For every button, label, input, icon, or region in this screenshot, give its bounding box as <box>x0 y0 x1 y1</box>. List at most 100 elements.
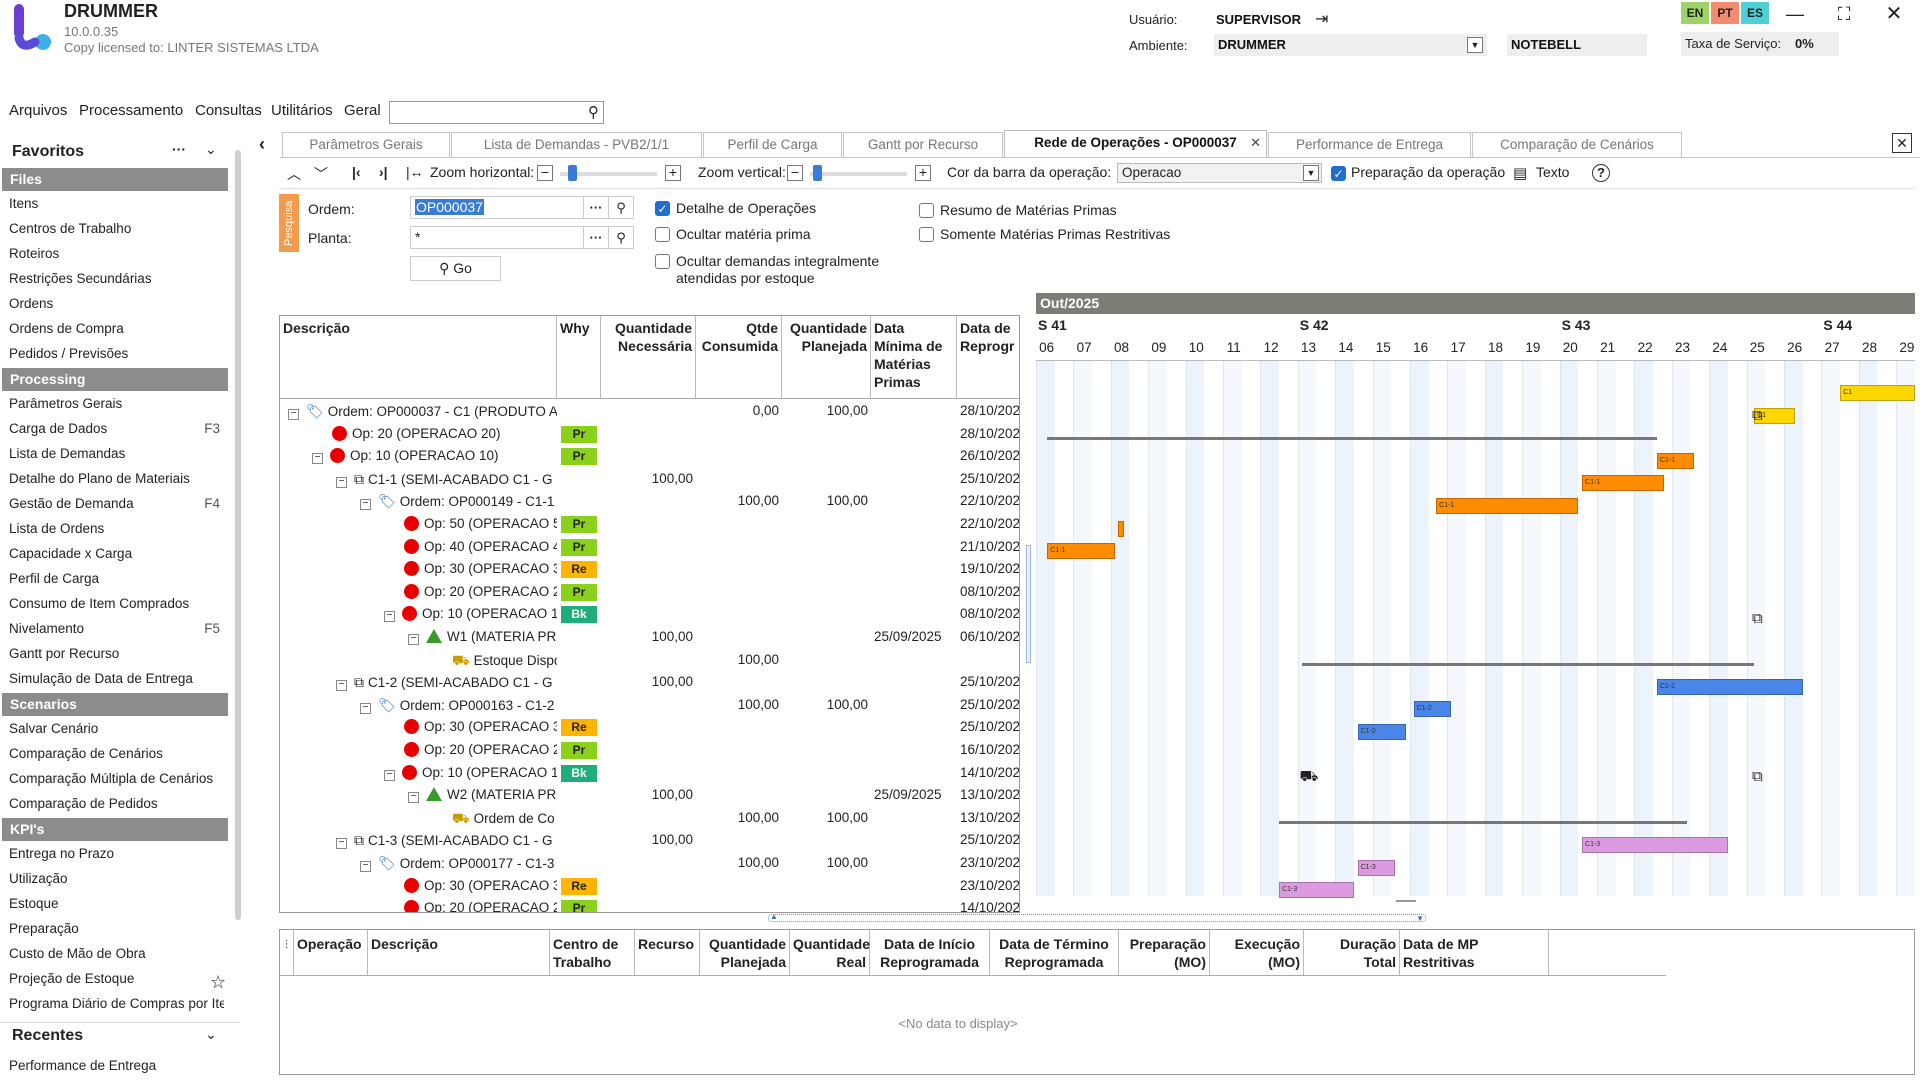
section-scenarios[interactable]: Scenarios <box>2 693 228 716</box>
gantt-scroll-grip[interactable] <box>1396 900 1416 902</box>
col-header-descricao[interactable]: Descrição <box>368 930 550 975</box>
network-icon[interactable]: ⧉ <box>1751 610 1763 627</box>
table-row[interactable]: − Op: 10 (OPERACAO 10) Pr 26/10/202 <box>280 445 1019 468</box>
go-button[interactable]: ⚲ Go <box>410 256 501 281</box>
plant-input[interactable]: * <box>410 226 585 249</box>
sidebar-item-restricoes-secundarias[interactable]: Restrições Secundárias <box>9 268 224 290</box>
gantt-bar[interactable]: C1-3 <box>1279 882 1354 899</box>
table-row[interactable]: − 🏷 Ordem: OP000149 - C1-1 100,00 100,00 22/1… <box>280 490 1019 513</box>
sidebar-item-gestao-de-demanda[interactable]: Gestão de Demanda F4 <box>9 493 224 515</box>
menu-geral[interactable]: Geral <box>344 102 381 119</box>
hide-demands-checkbox[interactable] <box>655 254 670 269</box>
table-row[interactable]: ⛟ Estoque Dispo 100,00 <box>280 649 1019 672</box>
gantt-bar[interactable]: C1-1 <box>1656 452 1695 469</box>
table-row[interactable]: − Op: 10 (OPERACAO 1 Bk 08/10/202 <box>280 603 1019 626</box>
tab-rede-de-operacoes-op000037[interactable]: Rede de Operações - OP000037 ✕ <box>1004 130 1267 157</box>
table-row[interactable]: Op: 30 (OPERACAO 3 Re 19/10/202 <box>280 558 1019 581</box>
sidebar-item-simulacao-de-data-de-entrega[interactable]: Simulação de Data de Entrega <box>9 668 224 690</box>
why-badge[interactable]: Pr <box>561 516 597 533</box>
sidebar-item-entrega-no-prazo[interactable]: Entrega no Prazo <box>9 843 224 865</box>
table-row[interactable]: Op: 20 (OPERACAO 20) Pr 28/10/202 <box>280 423 1019 446</box>
sidebar-item-utilizacao[interactable]: Utilização <box>9 868 224 890</box>
table-row[interactable]: − W2 (MATERIA PR 100,00 25/09/2025 13/10/202 <box>280 784 1019 807</box>
col-header-qtde-consumida[interactable]: Qtde Consumida <box>696 316 782 398</box>
why-badge[interactable]: Pr <box>561 900 597 912</box>
col-header-centro-de-trabalho[interactable]: Centro de Trabalho <box>550 930 635 975</box>
operations-tree-grid[interactable]: Descrição Why Quantidade Necessária Qtde Co… <box>279 315 1020 913</box>
gantt-bar[interactable]: C1-1 <box>1582 475 1665 492</box>
last-icon[interactable]: ›| <box>379 164 388 180</box>
sidebar-item-ordens-de-compra[interactable]: Ordens de Compra <box>9 318 224 340</box>
gantt-bar[interactable] <box>1118 520 1124 537</box>
sidebar-item-parametros-gerais[interactable]: Parâmetros Gerais <box>9 393 224 415</box>
gantt-bar[interactable]: C1-2 <box>1413 701 1452 718</box>
table-row[interactable]: Op: 30 (OPERACAO 3 Re 23/10/202 <box>280 875 1019 898</box>
minimize-icon[interactable]: — <box>1786 4 1804 24</box>
table-row[interactable]: Op: 20 (OPERACAO 2 Pr 16/10/202 <box>280 739 1019 762</box>
col-header-recurso[interactable]: Recurso <box>635 930 700 975</box>
gantt-bar[interactable]: C1 <box>1840 385 1915 401</box>
close-icon[interactable]: ✕ <box>1250 135 1261 150</box>
col-header-duracao-total[interactable]: Duração Total <box>1304 930 1400 975</box>
close-tab-icon[interactable]: ✕ <box>1892 133 1912 153</box>
sidebar-item-carga-de-dados[interactable]: Carga de Dados F3 <box>9 418 224 440</box>
sidebar-item-consumo-de-item-comprados[interactable]: Consumo de Item Comprados <box>9 593 224 615</box>
why-badge[interactable]: Pr <box>561 583 597 601</box>
table-row[interactable]: Op: 50 (OPERACAO 5 Pr 22/10/202 <box>280 513 1019 536</box>
splitter-handle[interactable] <box>1026 545 1031 663</box>
restrictive-checkbox[interactable] <box>919 227 934 242</box>
table-row[interactable]: Op: 20 (OPERACAO 2 Pr 14/10/202 <box>280 897 1019 912</box>
sidebar-item-comparacao-multipla-de-cenarios[interactable]: Comparação Múltipla de Cenários <box>9 768 224 790</box>
table-row[interactable]: Op: 30 (OPERACAO 3 Re 25/10/202 <box>280 716 1019 739</box>
col-header-data-de-mp-restritivas[interactable]: Data de MP Restritivas <box>1400 930 1549 975</box>
sidebar-item-itens[interactable]: Itens <box>9 193 224 215</box>
truck-icon[interactable]: ⛟ <box>1299 768 1319 786</box>
why-badge[interactable]: Pr <box>561 448 597 466</box>
collapse-toggle[interactable]: − <box>384 611 395 623</box>
sidebar-item-lista-de-demandas[interactable]: Lista de Demandas <box>9 443 224 465</box>
zoom-v-slider[interactable] <box>810 172 907 176</box>
search-icon[interactable]: ⚲ <box>588 104 599 121</box>
col-header-data-de-termino-reprogramada[interactable]: Data de Término Reprogramada <box>990 930 1119 975</box>
tab-performance-de-entrega[interactable]: Performance de Entrega <box>1268 132 1471 157</box>
table-row[interactable]: − 🏷 Ordem: OP000177 - C1-3 100,00 100,00 23/1… <box>280 852 1019 875</box>
vertical-splitter[interactable]: ▲ ▼ <box>768 912 1426 923</box>
tab-lista-de-demandas-pvb2-1-1[interactable]: Lista de Demandas - PVB2/1/1 <box>451 132 702 157</box>
lang-pt-button[interactable]: PT <box>1711 2 1739 24</box>
column-chooser-icon[interactable]: ⋮ <box>280 930 294 975</box>
col-header-descricao[interactable]: Descrição <box>280 316 557 398</box>
tab-comparacao-de-cenarios[interactable]: Comparação de Cenários <box>1472 132 1682 157</box>
zoom-h-thumb[interactable] <box>568 165 577 181</box>
fit-icon[interactable]: |↔ <box>406 164 424 180</box>
tab-perfil-de-carga[interactable]: Perfil de Carga <box>703 132 842 157</box>
collapse-toggle[interactable]: − <box>408 634 419 645</box>
col-header-preparacao-mo[interactable]: Preparação (MO) <box>1119 930 1210 975</box>
sidebar-item-estoque[interactable]: Estoque <box>9 893 224 915</box>
why-badge[interactable]: Re <box>561 719 597 737</box>
sidebar-item-comparacao-de-pedidos[interactable]: Comparação de Pedidos <box>9 793 224 815</box>
network-icon[interactable]: ⧉ <box>1751 768 1763 786</box>
detail-checkbox[interactable]: ✓ <box>655 201 670 216</box>
col-header-execucao-mo[interactable]: Execução (MO) <box>1210 930 1304 975</box>
table-row[interactable]: − ⧉ C1-3 (SEMI-ACABADO C1 - G 100,00 25/10/2… <box>280 829 1019 852</box>
col-header-data-minima-de-materias-primas[interactable]: Data Mínima de Matérias Primas <box>871 316 957 398</box>
col-header-operacao[interactable]: Operação <box>294 930 368 975</box>
sidebar-item-pedidos-previsoes[interactable]: Pedidos / Previsões <box>9 343 224 365</box>
collapse-toggle[interactable]: − <box>312 453 323 465</box>
lang-es-button[interactable]: ES <box>1741 2 1769 24</box>
menu-arquivos[interactable]: Arquivos <box>9 102 68 119</box>
table-row[interactable]: − ⧉ C1-2 (SEMI-ACABADO C1 - G 100,00 25/10/2… <box>280 671 1019 694</box>
table-row[interactable]: Op: 40 (OPERACAO 4 Pr 21/10/202 <box>280 536 1019 559</box>
table-row[interactable]: − ⧉ C1-1 (SEMI-ACABADO C1 - G 100,00 25/10/2… <box>280 468 1019 491</box>
table-row[interactable]: − 🏷 Ordem: OP000037 - C1 (PRODUTO A 0,00 100… <box>280 400 1019 423</box>
zoom-v-minus[interactable]: − <box>787 165 803 181</box>
collapse-toggle[interactable]: − <box>336 476 347 488</box>
col-header-data-de-inicio-reprogramada[interactable]: Data de Início Reprogramada <box>870 930 990 975</box>
order-more-button[interactable]: ··· <box>583 196 609 219</box>
plant-more-button[interactable]: ··· <box>583 226 609 249</box>
sidebar-item-centros-de-trabalho[interactable]: Centros de Trabalho <box>9 218 224 240</box>
text-label[interactable]: Texto <box>1536 164 1570 180</box>
sidebar-item-detalhe-do-plano-de-materiais[interactable]: Detalhe do Plano de Materiais <box>9 468 224 490</box>
network-icon[interactable]: ⧉ <box>1751 406 1763 424</box>
collapse-toggle[interactable]: − <box>360 499 371 511</box>
